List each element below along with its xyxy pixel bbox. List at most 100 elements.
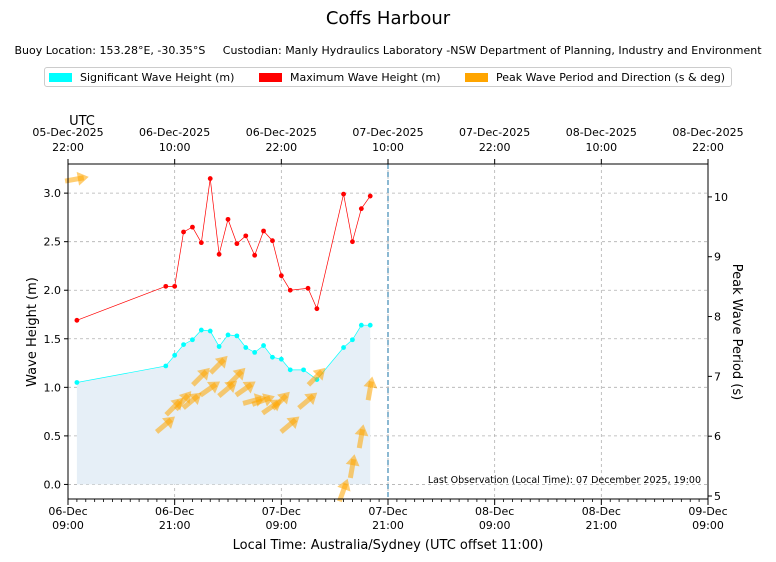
hmax-point (225, 216, 231, 222)
y-tick-label: 0.5 (44, 430, 62, 443)
arrow-head (286, 416, 300, 429)
x-tick-label-time: 09:00 (265, 519, 297, 532)
hs-point (198, 327, 204, 333)
x-tick-label-date: 06-Dec (48, 505, 87, 518)
legend-swatch-period (465, 73, 488, 82)
period-direction-arrow (154, 416, 175, 434)
legend-label-period: Peak Wave Period and Direction (s & deg) (496, 71, 726, 84)
hmax-point (234, 241, 240, 247)
x-tick-label-time: 09:00 (479, 519, 511, 532)
chart-title: Coffs Harbour (325, 8, 451, 29)
hs-point (301, 367, 306, 373)
top-tick-label-time: 22:00 (52, 141, 84, 154)
top-tick-label-time: 10:00 (585, 141, 617, 154)
arrow-head (345, 454, 360, 467)
hs-point (341, 345, 346, 350)
y-tick-label: 2.0 (44, 284, 62, 297)
hs-point (261, 343, 266, 348)
arrow-head (207, 381, 221, 394)
x-tick-label-time: 09:00 (692, 519, 724, 532)
y2-tick-label: 6 (714, 430, 721, 443)
hmax-point (74, 317, 80, 323)
hs-point (74, 380, 80, 385)
hmax-point (305, 285, 311, 291)
x-tick-label-date: 06-Dec (155, 505, 194, 518)
hs-point (207, 328, 213, 334)
hs-point (252, 349, 258, 355)
arrow-head (197, 367, 210, 381)
y2-tick-label: 5 (714, 490, 721, 503)
legend-swatch-hs (49, 73, 72, 82)
hmax-point (314, 306, 320, 312)
period-direction-arrow (191, 367, 210, 387)
arrow-head (277, 391, 290, 405)
y-axis-label: Wave Height (m) (25, 277, 40, 387)
period-direction-arrow (64, 171, 89, 186)
top-tick-label-date: 08-Dec-2025 (566, 126, 637, 139)
hs-point (181, 342, 186, 348)
hs-point (350, 337, 355, 343)
y2-axis-label: Peak Wave Period (s) (729, 264, 744, 400)
arrow-head (363, 376, 378, 389)
top-tick-label-date: 06-Dec-2025 (246, 126, 317, 139)
period-direction-arrow (279, 416, 300, 434)
hmax-point (172, 283, 178, 289)
x-tick-label-date: 09-Dec (688, 505, 727, 518)
legend-item-hmax: Maximum Wave Height (m) (259, 71, 441, 84)
top-tick-label-date: 07-Dec-2025 (459, 126, 530, 139)
hmax-point (261, 228, 266, 234)
period-direction-arrow (337, 478, 351, 503)
period-direction-arrow (198, 381, 221, 398)
x-tick-label-time: 21:00 (372, 519, 404, 532)
y2-tick-label: 10 (714, 191, 728, 204)
arrow-head (232, 367, 246, 381)
hs-line (76, 324, 371, 383)
y-tick-label: 1.5 (44, 333, 62, 346)
legend-item-hs: Significant Wave Height (m) (49, 71, 234, 84)
hs-point (234, 333, 240, 339)
y2-tick-label: 9 (714, 251, 721, 264)
top-tick-label-time: 22:00 (479, 141, 511, 154)
arrow-head (304, 392, 318, 406)
period-direction-arrow (181, 392, 202, 410)
hs-point (278, 356, 284, 362)
y-tick-label: 0.0 (44, 478, 62, 491)
y-tick-label: 2.5 (44, 236, 62, 249)
period-direction-arrow (234, 381, 256, 398)
x-tick-label-date: 08-Dec (475, 505, 514, 518)
buoy-info-subtitle: Buoy Location: 153.28°E, -30.35°S Custod… (14, 44, 762, 57)
arrow-head (162, 416, 175, 429)
top-tick-label-time: 22:00 (692, 141, 724, 154)
hs-point (367, 322, 373, 328)
top-tick-label-time: 22:00 (265, 141, 297, 154)
x-tick-label-time: 21:00 (585, 519, 617, 532)
y2-tick-label: 7 (714, 370, 721, 383)
top-tick-label-date: 08-Dec-2025 (672, 126, 743, 139)
hmax-point (278, 273, 284, 279)
arrow-head (242, 381, 256, 394)
arrow-head (337, 478, 351, 492)
hmax-point (163, 283, 169, 289)
hmax-point (190, 224, 195, 230)
top-axis-label: UTC (69, 114, 95, 129)
y-tick-label: 3.0 (44, 187, 62, 200)
period-direction-arrow (306, 367, 326, 387)
x-tick-label-date: 07-Dec (368, 505, 407, 518)
hs-point (270, 354, 275, 360)
legend-swatch-hmax (259, 73, 282, 82)
x-tick-label-date: 08-Dec (582, 505, 621, 518)
arrow-head (354, 424, 369, 437)
hs-point (216, 344, 222, 349)
hmax-point (198, 240, 204, 246)
period-direction-arrow (297, 392, 318, 410)
arrow-head (262, 393, 275, 407)
top-tick-label-date: 07-Dec-2025 (352, 126, 423, 139)
hmax-point (216, 251, 222, 257)
period-direction-arrow (271, 391, 290, 411)
hmax-point (270, 238, 275, 244)
period-direction-arrow (208, 355, 228, 375)
top-tick-label-date: 05-Dec-2025 (32, 126, 103, 139)
hs-area-fill (76, 325, 371, 485)
hmax-point (367, 193, 373, 199)
